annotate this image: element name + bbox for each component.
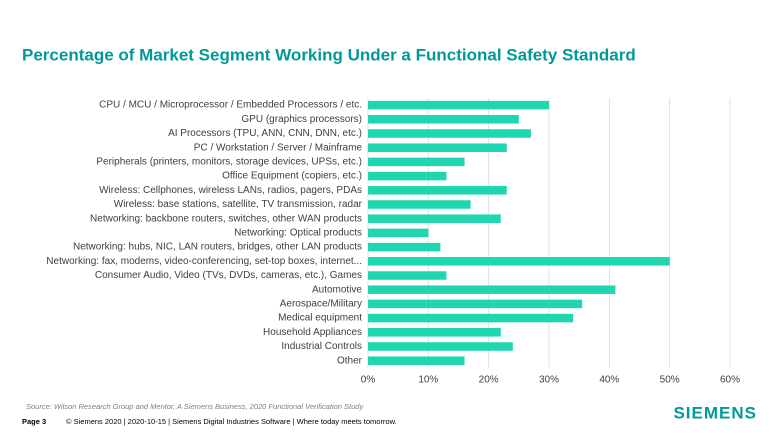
- x-tick-label: 60%: [720, 374, 740, 385]
- x-tick-label: 30%: [539, 374, 559, 385]
- footer-text: © Siemens 2020 | 2020-10-15 | Siemens Di…: [66, 417, 397, 426]
- bar: [368, 257, 670, 266]
- y-tick-label: Aerospace/Military: [280, 299, 362, 310]
- bar: [368, 228, 429, 238]
- bar: [368, 186, 507, 195]
- y-tick-label: Automotive: [312, 284, 362, 295]
- y-tick-label: Medical equipment: [278, 313, 362, 324]
- bar: [368, 214, 501, 223]
- bar: [368, 271, 447, 280]
- y-tick-label: Household Appliances: [263, 327, 362, 338]
- y-tick-label: Office Equipment (copiers, etc.): [222, 171, 362, 182]
- bar: [368, 100, 549, 110]
- bar: [368, 342, 513, 351]
- x-tick-label: 0%: [361, 374, 376, 385]
- x-tick-label: 20%: [479, 374, 499, 385]
- y-tick-label: Peripherals (printers, monitors, storage…: [96, 157, 362, 168]
- x-tick-label: 40%: [599, 374, 619, 385]
- page-number: Page 3: [22, 417, 46, 426]
- bar: [368, 313, 574, 323]
- x-tick-label: 10%: [418, 374, 438, 385]
- bar: [368, 115, 519, 124]
- bar: [368, 356, 465, 365]
- bar: [368, 143, 507, 152]
- y-tick-label: Networking: hubs, NIC, LAN routers, brid…: [73, 242, 362, 253]
- y-tick-label: Networking: backbone routers, switches, …: [90, 213, 362, 224]
- chart-title: Percentage of Market Segment Working Und…: [22, 45, 636, 64]
- logo: SIEMENS: [673, 403, 757, 422]
- x-tick-label: 50%: [660, 374, 680, 385]
- y-tick-label: Wireless: Cellphones, wireless LANs, rad…: [99, 185, 362, 196]
- y-tick-label: Networking: fax, modems, video-conferenc…: [46, 256, 362, 267]
- y-tick-label: Consumer Audio, Video (TVs, DVDs, camera…: [95, 270, 362, 281]
- y-tick-label: CPU / MCU / Microprocessor / Embedded Pr…: [99, 100, 362, 111]
- bar: [368, 157, 465, 167]
- bar: [368, 299, 583, 309]
- y-tick-label: GPU (graphics processors): [241, 114, 362, 125]
- bar: [368, 285, 616, 294]
- bar: [368, 328, 501, 337]
- y-tick-label: PC / Workstation / Server / Mainframe: [194, 142, 363, 153]
- y-tick-label: Industrial Controls: [281, 341, 362, 352]
- bar: [368, 200, 471, 209]
- source: Source: Wilson Research Group and Mentor…: [26, 402, 364, 411]
- bar: [368, 242, 441, 252]
- y-tick-label: Wireless: base stations, satellite, TV t…: [114, 199, 363, 210]
- y-tick-label: Networking: Optical products: [234, 228, 362, 239]
- y-tick-label: AI Processors (TPU, ANN, CNN, DNN, etc.): [168, 128, 362, 139]
- bar: [368, 129, 531, 138]
- bar: [368, 171, 447, 181]
- y-tick-label: Other: [337, 355, 363, 366]
